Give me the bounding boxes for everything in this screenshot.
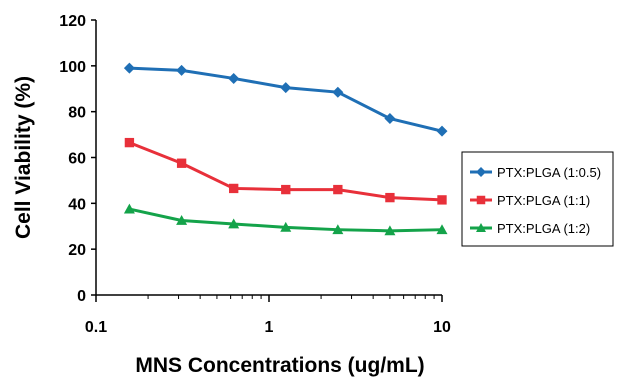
data-point bbox=[228, 218, 240, 229]
data-point bbox=[280, 82, 292, 94]
data-point bbox=[280, 221, 292, 232]
data-point bbox=[176, 215, 188, 225]
legend-item-2: PTX:PLGA (1:1) bbox=[470, 193, 590, 208]
legend-marker bbox=[476, 167, 486, 177]
y-tick-label: 60 bbox=[68, 151, 86, 168]
data-point bbox=[332, 224, 344, 235]
legend-marker bbox=[476, 223, 486, 232]
x-tick-label: 1 bbox=[265, 319, 274, 336]
legend: PTX:PLGA (1:0.5) PTX:PLGA (1:1) PTX:PLGA (… bbox=[461, 151, 614, 247]
data-point bbox=[123, 62, 135, 74]
series-1 bbox=[123, 62, 448, 137]
y-tick-label: 40 bbox=[68, 196, 86, 213]
y-axis-title: Cell Viability (%) bbox=[12, 76, 35, 239]
axes bbox=[95, 20, 442, 296]
data-point bbox=[281, 184, 291, 195]
legend-label: PTX:PLGA (1:1) bbox=[497, 193, 590, 208]
x-tick-label: 10 bbox=[433, 319, 451, 336]
data-point bbox=[384, 113, 396, 125]
series-2 bbox=[124, 137, 447, 205]
data-point bbox=[176, 64, 188, 76]
legend-item-3: PTX:PLGA (1:2) bbox=[470, 221, 590, 236]
data-point bbox=[123, 203, 135, 214]
series-line bbox=[129, 66, 443, 133]
y-tick-label: 120 bbox=[59, 13, 86, 30]
legend-item-1: PTX:PLGA (1:0.5) bbox=[470, 165, 601, 180]
y-tick-label: 80 bbox=[68, 105, 86, 122]
y-tick-label: 0 bbox=[77, 288, 86, 305]
data-point bbox=[228, 72, 240, 84]
x-axis-title: MNS Concentrations (ug/mL) bbox=[135, 354, 424, 377]
x-ticks: 0.1 1 10 bbox=[85, 295, 451, 336]
legend-label: PTX:PLGA (1:2) bbox=[497, 221, 590, 236]
legend-label: PTX:PLGA (1:0.5) bbox=[497, 165, 601, 180]
data-point bbox=[124, 137, 135, 148]
data-point bbox=[176, 158, 187, 168]
data-point bbox=[385, 192, 395, 203]
data-point bbox=[229, 183, 239, 194]
x-tick-label: 0.1 bbox=[85, 319, 107, 336]
data-point bbox=[436, 224, 448, 235]
data-point bbox=[384, 225, 396, 236]
data-point bbox=[333, 184, 343, 195]
data-point bbox=[437, 195, 447, 205]
y-ticks: 0 20 40 60 80 100 120 bbox=[59, 13, 96, 305]
y-tick-label: 20 bbox=[68, 242, 86, 259]
series-layer bbox=[123, 62, 448, 236]
data-point bbox=[332, 86, 344, 98]
data-point bbox=[436, 125, 448, 137]
legend-marker bbox=[476, 195, 486, 205]
series-3 bbox=[123, 203, 448, 236]
y-tick-label: 100 bbox=[59, 59, 86, 76]
